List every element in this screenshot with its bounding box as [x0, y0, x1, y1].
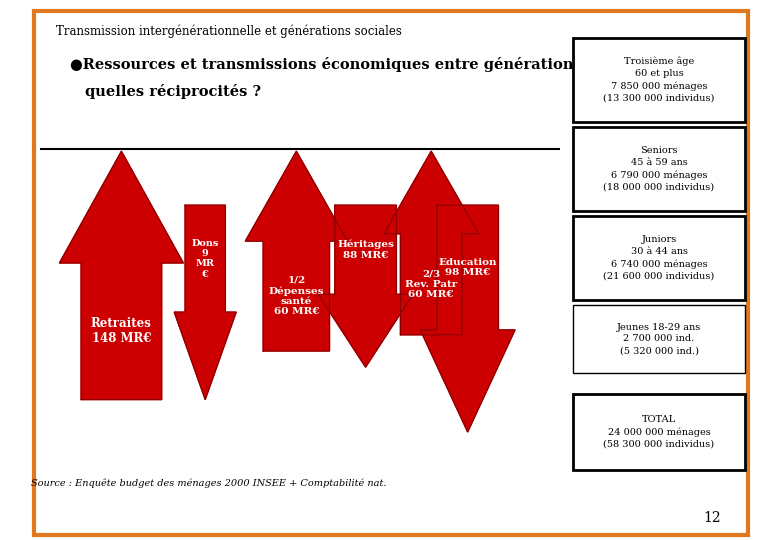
Text: Troisième âge
60 et plus
7 850 000 ménages
(13 300 000 individus): Troisième âge 60 et plus 7 850 000 ménag… [603, 57, 714, 103]
Text: Jeunes 18-29 ans
2 700 000 ind.
(5 320 000 ind.): Jeunes 18-29 ans 2 700 000 ind. (5 320 0… [617, 322, 701, 355]
Polygon shape [59, 151, 183, 400]
Text: Dons
9
MR
€: Dons 9 MR € [192, 239, 219, 279]
FancyBboxPatch shape [573, 305, 745, 373]
Text: ●Ressources et transmissions économiques entre générations sociales :: ●Ressources et transmissions économiques… [70, 57, 663, 72]
Polygon shape [174, 205, 236, 400]
Text: Source : Enquête budget des ménages 2000 INSEE + Comptabilité nat.: Source : Enquête budget des ménages 2000… [31, 478, 387, 488]
Polygon shape [318, 205, 413, 367]
Text: 12: 12 [703, 511, 721, 525]
Text: TOTAL
24 000 000 ménages
(58 300 000 individus): TOTAL 24 000 000 ménages (58 300 000 ind… [604, 415, 714, 449]
Text: Seniors
45 à 59 ans
6 790 000 ménages
(18 000 000 individus): Seniors 45 à 59 ans 6 790 000 ménages (1… [604, 146, 714, 191]
FancyBboxPatch shape [573, 127, 745, 211]
Text: 2/3
Rev. Patr
60 MR€: 2/3 Rev. Patr 60 MR€ [405, 269, 457, 299]
FancyBboxPatch shape [573, 216, 745, 300]
FancyBboxPatch shape [573, 38, 745, 122]
Text: Education
98 MR€: Education 98 MR€ [438, 258, 497, 277]
Polygon shape [246, 151, 347, 351]
Text: Héritages
88 MR€: Héritages 88 MR€ [337, 240, 394, 260]
Text: 1/2
Dépenses
santé
60 MR€: 1/2 Dépenses santé 60 MR€ [268, 275, 324, 316]
Polygon shape [420, 205, 515, 432]
Text: Transmission intergénérationnelle et générations sociales: Transmission intergénérationnelle et gén… [56, 24, 402, 38]
FancyBboxPatch shape [573, 394, 745, 470]
Text: Juniors
30 à 44 ans
6 740 000 ménages
(21 600 000 individus): Juniors 30 à 44 ans 6 740 000 ménages (2… [604, 235, 714, 280]
Text: quelles réciprocités ?: quelles réciprocités ? [85, 84, 261, 99]
Text: Retraites
148 MR€: Retraites 148 MR€ [91, 318, 152, 345]
Polygon shape [384, 151, 479, 335]
